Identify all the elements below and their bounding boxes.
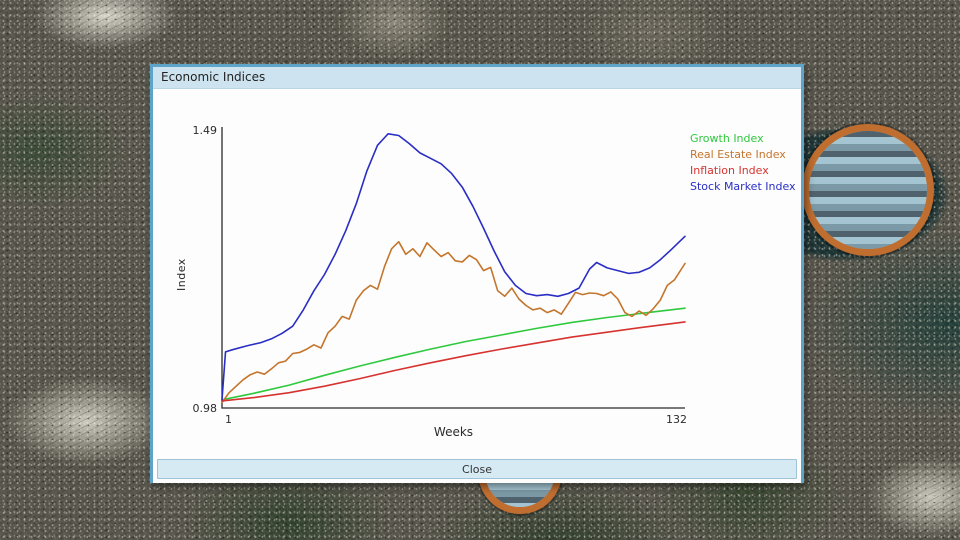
map-poi-marker <box>802 124 934 256</box>
x-tick-min: 1 <box>225 413 232 426</box>
series-line-growth-index <box>221 307 686 401</box>
chart-axes <box>221 127 685 409</box>
dialog-button-bar: Close <box>153 457 801 483</box>
y-axis-label: Index <box>175 258 188 291</box>
y-tick-max: 1.49 <box>193 124 218 137</box>
series-line-inflation-index <box>221 321 686 402</box>
x-tick-max: 132 <box>666 413 687 426</box>
chart-legend: Growth Index Real Estate Index Inflation I… <box>690 131 796 195</box>
chart-area: 1.49 0.98 1 132 Growth Index Real Estate Ind… <box>153 89 801 457</box>
x-axis-label: Weeks <box>433 425 474 439</box>
legend-item-real-estate-index: Real Estate Index <box>690 148 786 161</box>
dialog-title: Economic Indices <box>161 70 266 84</box>
close-button[interactable]: Close <box>157 459 797 479</box>
economic-indices-dialog: Economic Indices 1.49 0.98 1 132 Growth Ind… <box>150 64 804 483</box>
indices-chart: 1.49 0.98 1 132 <box>193 124 688 426</box>
legend-item-stock-market-index: Stock Market Index <box>690 180 796 193</box>
series-line-stock-market-index <box>221 132 686 401</box>
y-tick-min: 0.98 <box>193 402 218 415</box>
dialog-title-bar: Economic Indices <box>153 67 801 89</box>
map-poi-image <box>809 131 927 249</box>
legend-item-inflation-index: Inflation Index <box>690 164 769 177</box>
series-line-real-estate-index <box>221 240 686 404</box>
legend-item-growth-index: Growth Index <box>690 132 764 145</box>
